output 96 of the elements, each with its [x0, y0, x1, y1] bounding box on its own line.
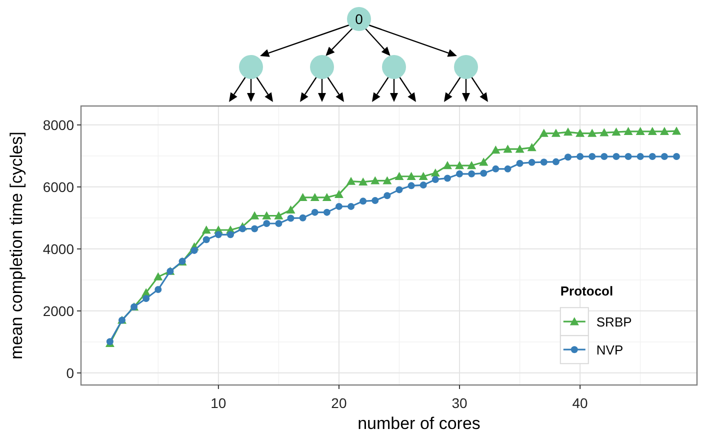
- legend-label: NVP: [596, 342, 624, 358]
- point: [516, 160, 524, 167]
- y-tick-label: 6000: [42, 178, 74, 195]
- point: [202, 236, 210, 244]
- point: [636, 126, 645, 136]
- point: [539, 128, 548, 137]
- point: [348, 202, 355, 210]
- point: [430, 168, 440, 177]
- point: [600, 153, 608, 160]
- point: [576, 128, 585, 137]
- point: [286, 205, 296, 214]
- point: [467, 161, 476, 170]
- point: [250, 211, 260, 220]
- point: [515, 144, 524, 153]
- point: [310, 192, 320, 202]
- point: [275, 220, 282, 227]
- y-tick-label: 8000: [42, 116, 74, 133]
- point: [226, 231, 234, 238]
- point: [142, 295, 150, 302]
- point: [370, 176, 380, 184]
- point: [600, 128, 609, 136]
- point: [673, 153, 680, 160]
- point: [384, 192, 391, 200]
- point: [612, 128, 621, 136]
- point: [154, 286, 162, 294]
- point: [346, 176, 356, 185]
- x-tick-label: 30: [452, 395, 468, 411]
- y-tick-label: 0: [66, 364, 74, 381]
- point: [372, 197, 379, 204]
- point: [358, 177, 368, 186]
- point: [420, 182, 427, 189]
- point: [335, 202, 342, 210]
- point: [636, 153, 644, 160]
- point: [274, 211, 284, 220]
- point: [323, 208, 330, 216]
- point: [311, 208, 318, 216]
- point: [588, 153, 596, 160]
- x-tick-label: 10: [210, 395, 226, 411]
- point: [588, 128, 597, 137]
- point: [442, 161, 452, 170]
- point: [262, 211, 272, 220]
- point: [418, 172, 428, 180]
- point: [552, 158, 560, 166]
- text: 0: [355, 11, 364, 27]
- point: [648, 153, 656, 160]
- point: [444, 174, 451, 182]
- point: [322, 192, 332, 202]
- point: [202, 226, 211, 234]
- point: [576, 153, 584, 160]
- point: [528, 158, 536, 166]
- point: [456, 170, 464, 178]
- point: [491, 146, 500, 154]
- point: [251, 225, 258, 232]
- point: [540, 158, 548, 166]
- point: [624, 153, 632, 160]
- point: [503, 144, 512, 153]
- point: [468, 170, 476, 178]
- legend-title: Protocol: [560, 284, 614, 299]
- y-axis-title: mean completion time [cycles]: [7, 132, 26, 360]
- y-tick-label: 4000: [42, 240, 74, 257]
- point: [214, 231, 222, 238]
- point: [612, 153, 620, 160]
- point: [239, 225, 246, 232]
- point: [564, 128, 573, 136]
- point: [154, 272, 163, 280]
- point: [298, 192, 308, 202]
- point: [360, 198, 367, 205]
- point: [624, 126, 633, 136]
- y-tick-label: 2000: [42, 302, 74, 319]
- point: [408, 182, 415, 190]
- point: [432, 176, 439, 183]
- point: [660, 153, 668, 160]
- point: [382, 176, 392, 184]
- point: [299, 214, 306, 222]
- point: [287, 214, 294, 222]
- legend-label: SRBP: [596, 314, 632, 330]
- point: [504, 165, 512, 172]
- point: [406, 172, 416, 180]
- point: [527, 143, 536, 152]
- point: [334, 190, 344, 198]
- point: [190, 246, 198, 254]
- point: [263, 220, 270, 227]
- point: [564, 154, 572, 161]
- point: [551, 128, 560, 137]
- x-axis-title: number of cores: [358, 414, 480, 431]
- point: [455, 161, 464, 170]
- point: [394, 172, 404, 180]
- point: [648, 126, 657, 136]
- point: [479, 158, 488, 166]
- x-tick-label: 20: [331, 395, 347, 411]
- point: [480, 170, 488, 177]
- point: [492, 165, 500, 172]
- point: [660, 126, 669, 136]
- point: [396, 186, 403, 194]
- x-tick-label: 40: [572, 395, 588, 411]
- point: [672, 126, 682, 135]
